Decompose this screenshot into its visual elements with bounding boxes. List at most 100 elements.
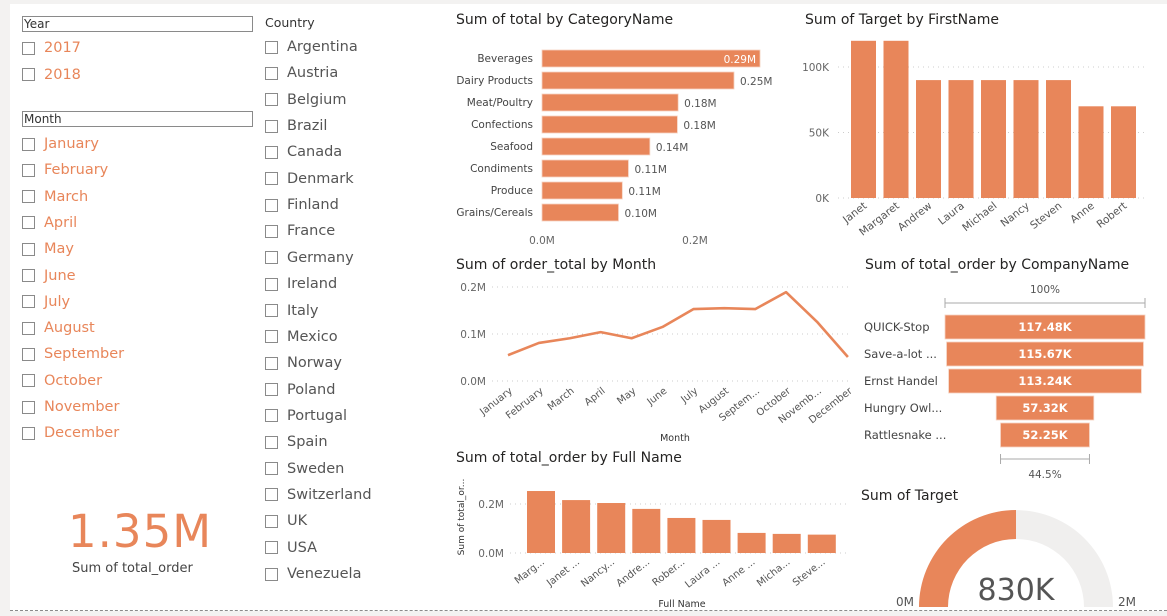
country-item[interactable]: France xyxy=(265,221,335,241)
checkbox[interactable] xyxy=(265,304,278,317)
checkbox[interactable] xyxy=(265,514,278,528)
checkbox[interactable] xyxy=(265,224,278,238)
month-x-label: June xyxy=(645,386,670,409)
checkbox[interactable] xyxy=(265,567,278,581)
country-item-label: Austria xyxy=(287,65,339,82)
country-item[interactable]: Switzerland xyxy=(265,485,372,505)
fullname-x-label: Marg... xyxy=(513,557,547,587)
checkbox[interactable] xyxy=(22,347,35,361)
firstname-x-label: Michael xyxy=(960,200,999,234)
month-item[interactable]: September xyxy=(22,344,124,364)
month-item[interactable]: July xyxy=(22,292,70,312)
checkbox[interactable] xyxy=(22,374,35,388)
checkbox[interactable] xyxy=(265,356,278,370)
country-item[interactable]: Italy xyxy=(265,301,318,321)
country-item-label: Germany xyxy=(287,249,354,266)
month-item-label: April xyxy=(44,214,78,231)
checkbox[interactable] xyxy=(22,426,35,440)
checkbox[interactable] xyxy=(265,409,278,423)
month-item[interactable]: August xyxy=(22,318,95,338)
category-label: Dairy Products xyxy=(456,75,533,87)
country-item[interactable]: Austria xyxy=(265,63,338,83)
country-item-label: Norway xyxy=(287,355,343,372)
country-item[interactable]: Venezuela xyxy=(265,564,361,584)
checkbox[interactable] xyxy=(22,400,35,414)
checkbox[interactable] xyxy=(265,119,278,133)
checkbox[interactable] xyxy=(22,41,35,55)
month-item-label: August xyxy=(44,320,95,337)
checkbox[interactable] xyxy=(265,383,278,397)
country-item[interactable]: Brazil xyxy=(265,116,327,136)
checkbox[interactable] xyxy=(22,68,35,81)
month-x-axis-title: Month xyxy=(660,433,690,444)
checkbox[interactable] xyxy=(265,435,278,449)
country-item[interactable]: Poland xyxy=(265,380,335,400)
checkbox[interactable] xyxy=(22,295,35,309)
country-item[interactable]: Germany xyxy=(265,248,354,268)
country-item[interactable]: USA xyxy=(265,538,317,558)
country-item-label: Finland xyxy=(287,197,339,214)
month-y-tick: 0.2M xyxy=(460,282,486,294)
checkbox[interactable] xyxy=(265,198,278,212)
country-item[interactable]: Belgium xyxy=(265,90,346,110)
checkbox[interactable] xyxy=(22,269,35,282)
country-item[interactable]: Sweden xyxy=(265,459,344,479)
checkbox[interactable] xyxy=(22,163,35,177)
country-item-label: Belgium xyxy=(287,91,347,108)
month-item[interactable]: November xyxy=(22,397,119,417)
year-item[interactable]: 2018 xyxy=(22,65,81,85)
kpi-label: Sum of total_order xyxy=(72,561,193,576)
checkbox[interactable] xyxy=(265,330,278,344)
fullname-x-label: Laura ... xyxy=(683,557,722,591)
month-item[interactable]: February xyxy=(22,160,108,180)
month-item[interactable]: December xyxy=(22,423,119,443)
fullname-x-label: Anne ... xyxy=(720,557,757,589)
category-x-tick: 0.0M xyxy=(529,235,555,247)
month-item[interactable]: March xyxy=(22,187,88,207)
month-item[interactable]: October xyxy=(22,371,102,391)
country-item[interactable]: UK xyxy=(265,511,307,531)
country-item[interactable]: Mexico xyxy=(265,327,338,347)
fullname-bar xyxy=(772,533,801,553)
country-item[interactable]: Portugal xyxy=(265,406,347,426)
checkbox[interactable] xyxy=(22,137,35,151)
category-data-label: 0.18M xyxy=(683,120,715,132)
country-item[interactable]: Norway xyxy=(265,353,342,373)
checkbox[interactable] xyxy=(22,190,35,204)
category-bar xyxy=(541,71,735,90)
country-item-label: Mexico xyxy=(287,328,338,345)
page-border xyxy=(10,610,1167,611)
category-label: Beverages xyxy=(477,53,533,65)
country-item[interactable]: Spain xyxy=(265,432,328,452)
country-item[interactable]: Canada xyxy=(265,142,342,162)
country-item[interactable]: Denmark xyxy=(265,169,354,189)
checkbox[interactable] xyxy=(265,172,278,186)
month-item[interactable]: May xyxy=(22,239,74,259)
checkbox[interactable] xyxy=(22,242,35,256)
fullname-bar xyxy=(807,534,836,553)
checkbox[interactable] xyxy=(265,251,278,265)
month-item[interactable]: April xyxy=(22,213,77,233)
gauge-value-label: 830K xyxy=(978,573,1056,608)
month-item[interactable]: January xyxy=(22,134,99,154)
checkbox[interactable] xyxy=(22,216,35,230)
checkbox[interactable] xyxy=(265,277,278,291)
funnel-bar xyxy=(948,368,1142,394)
funnel-category-label: Save-a-lot ... xyxy=(864,347,937,361)
checkbox[interactable] xyxy=(265,40,278,54)
country-item[interactable]: Argentina xyxy=(265,37,358,57)
gauge-min-label: 0M xyxy=(896,595,914,609)
checkbox[interactable] xyxy=(265,541,278,555)
checkbox[interactable] xyxy=(22,321,35,335)
country-item-label: UK xyxy=(287,513,308,530)
checkbox[interactable] xyxy=(265,145,278,159)
category-label: Produce xyxy=(491,185,533,197)
checkbox[interactable] xyxy=(265,462,278,476)
country-item[interactable]: Finland xyxy=(265,195,339,215)
checkbox[interactable] xyxy=(265,66,278,80)
checkbox[interactable] xyxy=(265,93,278,107)
country-item[interactable]: Ireland xyxy=(265,274,337,294)
month-item[interactable]: June xyxy=(22,266,76,286)
checkbox[interactable] xyxy=(265,488,278,502)
year-item[interactable]: 2017 xyxy=(22,38,81,58)
